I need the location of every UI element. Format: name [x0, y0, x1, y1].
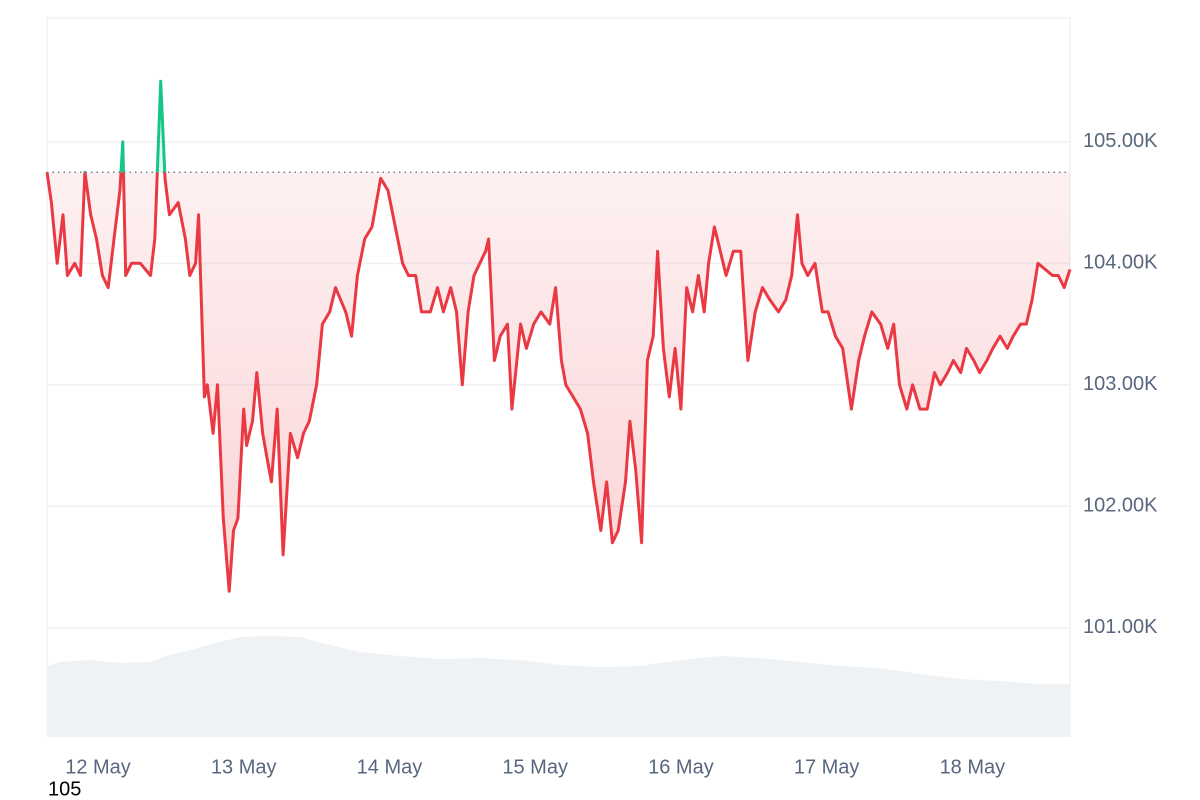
price-line-down — [45, 172, 1072, 593]
x-tick-label: 12 May — [65, 756, 131, 778]
x-tick-label: 18 May — [940, 756, 1006, 778]
x-tick-label: 15 May — [502, 756, 568, 778]
volume-area — [48, 636, 1070, 737]
y-tick-label: 104.00K — [1083, 252, 1158, 274]
x-tick-label: 16 May — [648, 756, 714, 778]
y-tick-label: 101.00K — [1083, 616, 1158, 638]
y-tick-label: 103.00K — [1083, 373, 1158, 395]
y-tick-label: 105.00K — [1083, 130, 1158, 152]
x-tick-label: 14 May — [357, 756, 423, 778]
y-tick-label: 102.00K — [1083, 495, 1158, 517]
annotation: 105 — [48, 778, 81, 800]
x-tick-label: 17 May — [794, 756, 860, 778]
x-tick-label: 13 May — [211, 756, 277, 778]
area-below-baseline — [47, 172, 1070, 592]
plot — [45, 79, 1072, 593]
